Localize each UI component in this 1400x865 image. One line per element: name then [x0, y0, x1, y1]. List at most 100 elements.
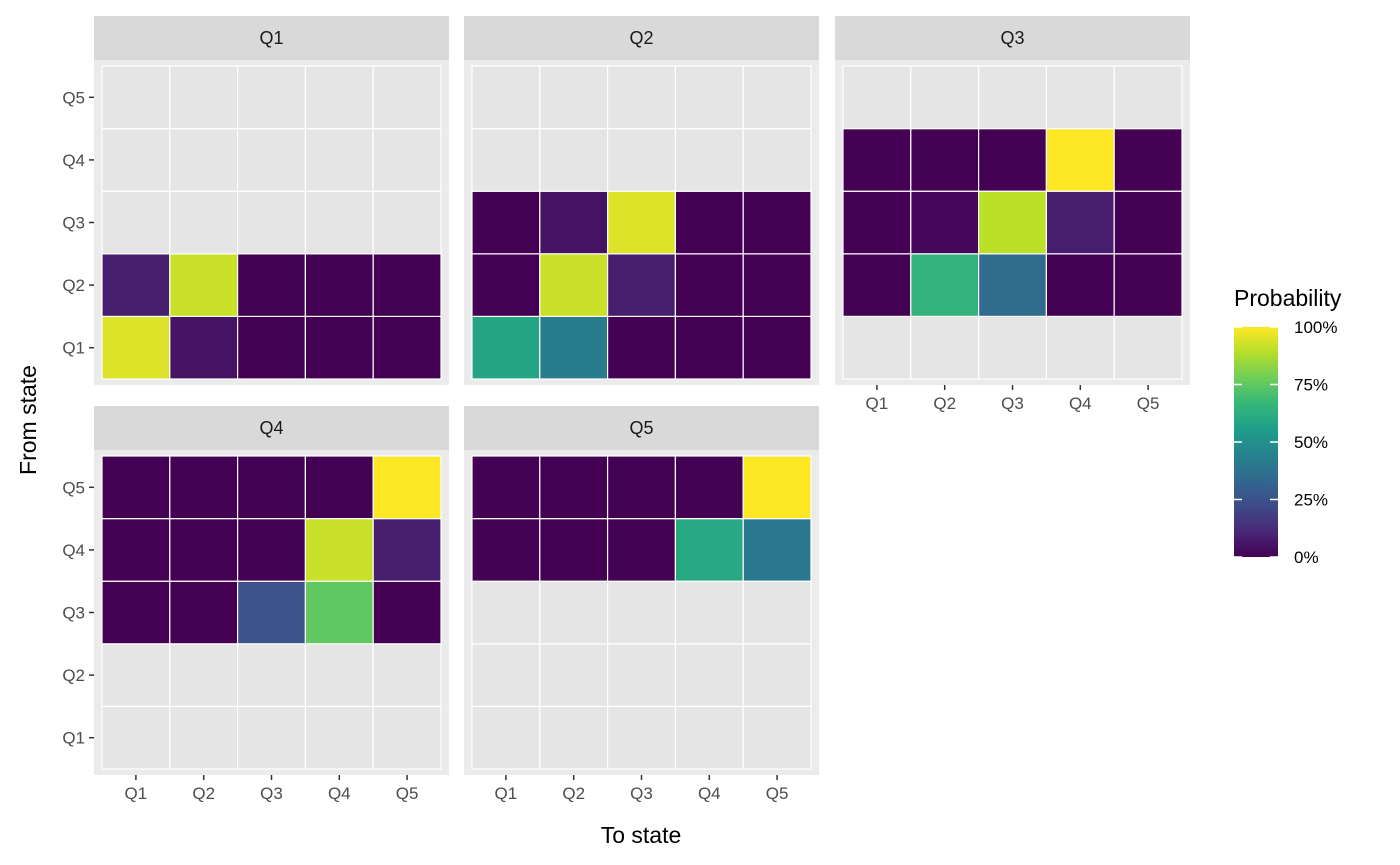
heatmap-tile — [471, 315, 541, 380]
heatmap-tile — [101, 643, 171, 707]
heatmap-tile — [977, 253, 1047, 318]
heatmap-tile — [606, 65, 676, 130]
heatmap-tile — [169, 580, 239, 645]
heatmap-tile — [539, 580, 609, 645]
heatmap-tile — [674, 517, 744, 582]
x-axis-title: To state — [601, 822, 682, 848]
heatmap-tile — [169, 253, 239, 318]
x-tick-label: Q4 — [328, 784, 351, 803]
y-tick-label: Q3 — [62, 214, 85, 233]
heatmap-tile — [742, 190, 812, 255]
heatmap-tile — [304, 705, 374, 770]
heatmap-tile — [471, 643, 541, 707]
heatmap-tile — [372, 643, 442, 707]
heatmap-tile — [372, 705, 442, 770]
heatmap-tile — [674, 315, 744, 380]
heatmap-tile — [742, 705, 812, 770]
heatmap-tile — [1045, 253, 1115, 318]
heatmap-tile — [674, 190, 744, 255]
heatmap-tile — [471, 455, 541, 520]
facet-panel-q3: Q3 Q1 Q2 Q3 Q4 Q5 — [835, 16, 1190, 413]
heatmap-tile — [169, 65, 239, 130]
heatmap-tile — [237, 65, 307, 130]
heatmap-tile — [539, 128, 609, 192]
x-tick-label: Q5 — [396, 784, 419, 803]
facet-strip-label: Q1 — [259, 28, 283, 48]
heatmap-tile — [1113, 315, 1183, 380]
heatmap-tile — [471, 705, 541, 770]
heatmap-tile — [742, 253, 812, 318]
heatmap-tile — [674, 705, 744, 770]
heatmap-tile — [742, 455, 812, 520]
y-tick-label: Q5 — [62, 478, 85, 497]
y-tick-label: Q2 — [62, 276, 85, 295]
heatmap-tile — [742, 315, 812, 380]
heatmap-tile — [101, 455, 171, 520]
legend-label: 100% — [1294, 318, 1337, 337]
heatmap-tile — [910, 253, 980, 318]
heatmap-tile — [1113, 253, 1183, 318]
heatmap-tile — [674, 455, 744, 520]
facet-strip — [464, 16, 819, 60]
heatmap-tile — [372, 455, 442, 520]
heatmap-tile — [372, 517, 442, 582]
heatmap-tile — [539, 253, 609, 318]
x-tick-label: Q2 — [192, 784, 215, 803]
heatmap-tile — [372, 190, 442, 255]
heatmap-tile — [606, 315, 676, 380]
x-tick-label: Q4 — [698, 784, 721, 803]
facet-strip-label: Q4 — [259, 418, 283, 438]
y-tick-label: Q1 — [62, 729, 85, 748]
heatmap-tile — [101, 580, 171, 645]
heatmap-tile — [169, 128, 239, 192]
x-tick-label: Q3 — [1001, 394, 1024, 413]
heatmap-tile — [842, 128, 912, 192]
heatmap-tile — [842, 190, 912, 255]
heatmap-tile — [910, 315, 980, 380]
legend-label: 75% — [1294, 376, 1328, 395]
heatmap-tile — [1045, 190, 1115, 255]
heatmap-tile — [910, 65, 980, 130]
heatmap-tile — [977, 315, 1047, 380]
heatmap-tile — [606, 517, 676, 582]
heatmap-tile — [910, 128, 980, 192]
heatmap-tile — [237, 455, 307, 520]
heatmap-tile — [169, 517, 239, 582]
x-tick-label: Q3 — [630, 784, 653, 803]
x-tick-label: Q5 — [766, 784, 789, 803]
heatmap-tile — [101, 65, 171, 130]
heatmap-tile — [101, 190, 171, 255]
heatmap-tile — [471, 580, 541, 645]
facet-panel-q1: Q1 Q1 Q2 Q3 Q4 Q5 — [62, 16, 449, 385]
x-tick-label: Q2 — [562, 784, 585, 803]
heatmap-tile — [742, 643, 812, 707]
heatmap-tile — [471, 253, 541, 318]
heatmap-tile — [742, 65, 812, 130]
heatmap-tile — [304, 455, 374, 520]
heatmap-tile — [539, 190, 609, 255]
facet-strip — [464, 406, 819, 450]
heatmap-tile — [237, 253, 307, 318]
heatmap-tile — [910, 190, 980, 255]
heatmap-tile — [372, 580, 442, 645]
heatmap-tile — [101, 253, 171, 318]
heatmap-tile — [539, 65, 609, 130]
heatmap-tile — [539, 455, 609, 520]
heatmap-tile — [977, 65, 1047, 130]
heatmap-tile — [169, 643, 239, 707]
heatmap-tile — [304, 65, 374, 130]
facet-panel-q4: Q4 Q1 Q2 Q3 Q4 Q5 Q1 Q2 Q3 Q4 Q5 — [62, 406, 449, 803]
heatmap-tile — [304, 315, 374, 380]
heatmap-tile — [237, 580, 307, 645]
heatmap-tile — [237, 643, 307, 707]
color-legend: Probability 0% 25% 50% 75% 100% — [1234, 285, 1342, 567]
heatmap-tile — [304, 580, 374, 645]
heatmap-tile — [471, 65, 541, 130]
heatmap-tile — [101, 315, 171, 380]
facet-panel-q2: Q2 — [464, 16, 819, 385]
y-axis-title: From state — [15, 365, 41, 475]
heatmap-tile — [842, 253, 912, 318]
heatmap-tile — [539, 705, 609, 770]
